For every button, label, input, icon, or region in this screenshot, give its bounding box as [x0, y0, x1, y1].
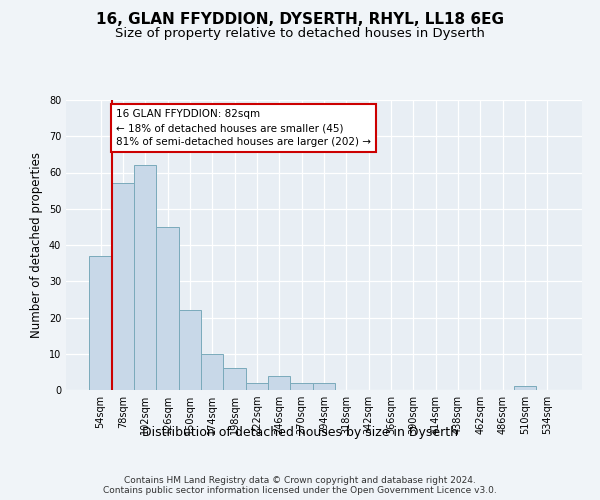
Text: 16, GLAN FFYDDION, DYSERTH, RHYL, LL18 6EG: 16, GLAN FFYDDION, DYSERTH, RHYL, LL18 6…: [96, 12, 504, 28]
Bar: [112, 184, 134, 390]
Bar: [313, 383, 335, 390]
Bar: [290, 383, 313, 390]
Text: Distribution of detached houses by size in Dyserth: Distribution of detached houses by size …: [142, 426, 458, 439]
Text: Size of property relative to detached houses in Dyserth: Size of property relative to detached ho…: [115, 28, 485, 40]
Text: 16 GLAN FFYDDION: 82sqm
← 18% of detached houses are smaller (45)
81% of semi-de: 16 GLAN FFYDDION: 82sqm ← 18% of detache…: [116, 109, 371, 147]
Bar: [268, 376, 290, 390]
Bar: [134, 165, 157, 390]
Bar: [179, 310, 201, 390]
Bar: [201, 354, 223, 390]
Bar: [246, 383, 268, 390]
Bar: [223, 368, 246, 390]
Bar: [89, 256, 112, 390]
Y-axis label: Number of detached properties: Number of detached properties: [30, 152, 43, 338]
Bar: [514, 386, 536, 390]
Text: Contains HM Land Registry data © Crown copyright and database right 2024.
Contai: Contains HM Land Registry data © Crown c…: [103, 476, 497, 495]
Bar: [157, 227, 179, 390]
